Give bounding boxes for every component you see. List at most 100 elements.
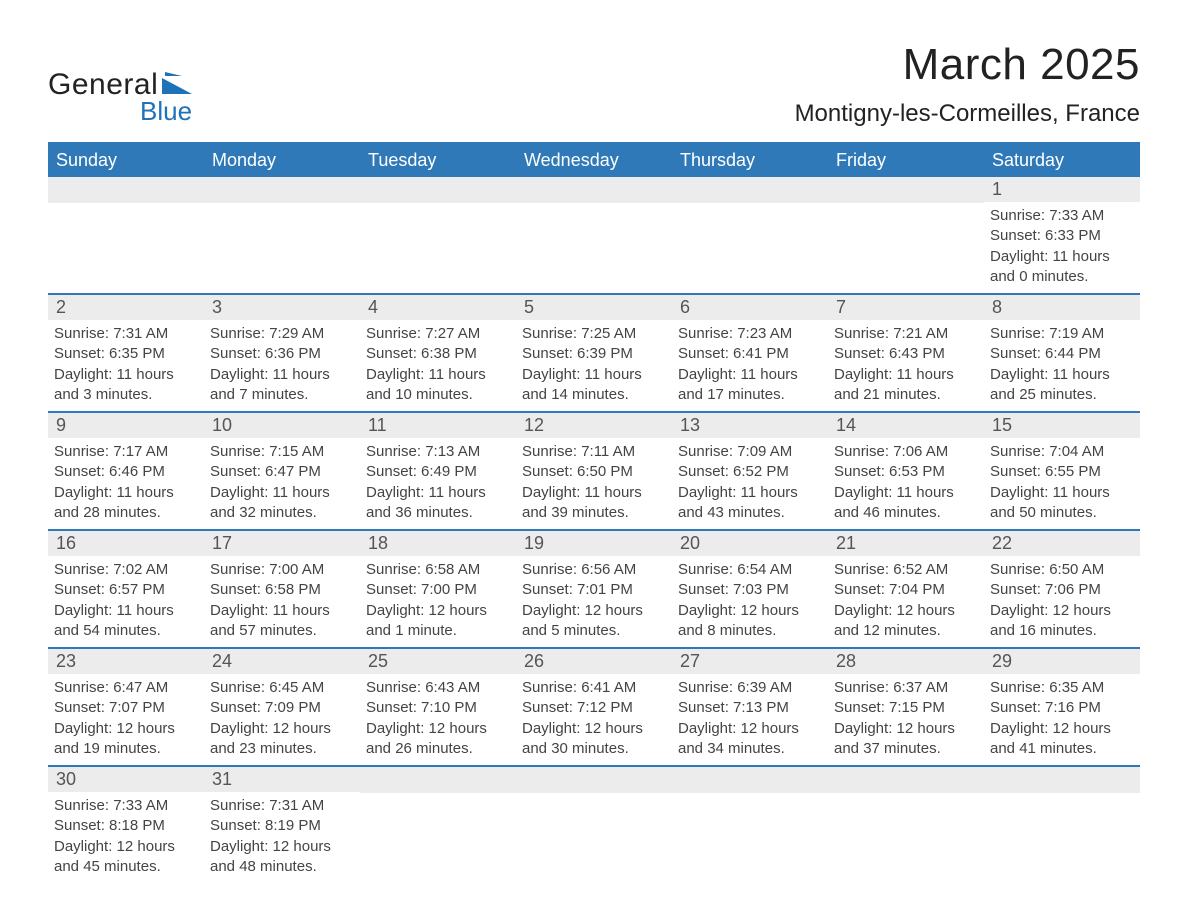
day-cell: 3Sunrise: 7:29 AMSunset: 6:36 PMDaylight… xyxy=(204,295,360,411)
daylight-text: Daylight: 11 hours xyxy=(54,601,198,621)
day-details: Sunrise: 6:37 AMSunset: 7:15 PMDaylight:… xyxy=(828,674,984,765)
day-cell: 7Sunrise: 7:21 AMSunset: 6:43 PMDaylight… xyxy=(828,295,984,411)
day-details: Sunrise: 6:56 AMSunset: 7:01 PMDaylight:… xyxy=(516,556,672,647)
daylight-text: Daylight: 12 hours xyxy=(834,719,978,739)
day-cell: 24Sunrise: 6:45 AMSunset: 7:09 PMDayligh… xyxy=(204,649,360,765)
daylight-text: Daylight: 11 hours xyxy=(678,365,822,385)
daylight-text: and 30 minutes. xyxy=(522,739,666,759)
day-number: 30 xyxy=(48,767,204,792)
title-block: March 2025 Montigny-les-Cormeilles, Fran… xyxy=(795,40,1140,128)
sunrise-text: Sunrise: 7:21 AM xyxy=(834,324,978,344)
sunset-text: Sunset: 6:41 PM xyxy=(678,344,822,364)
daylight-text: and 26 minutes. xyxy=(366,739,510,759)
daylight-text: and 5 minutes. xyxy=(522,621,666,641)
day-details: Sunrise: 7:09 AMSunset: 6:52 PMDaylight:… xyxy=(672,438,828,529)
logo-text-blue: Blue xyxy=(140,96,192,127)
day-details: Sunrise: 7:33 AMSunset: 8:18 PMDaylight:… xyxy=(48,792,204,883)
day-number: 7 xyxy=(828,295,984,320)
sunrise-text: Sunrise: 7:17 AM xyxy=(54,442,198,462)
day-number-empty xyxy=(828,177,984,203)
day-details: Sunrise: 6:35 AMSunset: 7:16 PMDaylight:… xyxy=(984,674,1140,765)
day-details: Sunrise: 7:25 AMSunset: 6:39 PMDaylight:… xyxy=(516,320,672,411)
sunset-text: Sunset: 8:18 PM xyxy=(54,816,198,836)
day-cell: 10Sunrise: 7:15 AMSunset: 6:47 PMDayligh… xyxy=(204,413,360,529)
sunrise-text: Sunrise: 7:13 AM xyxy=(366,442,510,462)
day-cell: 13Sunrise: 7:09 AMSunset: 6:52 PMDayligh… xyxy=(672,413,828,529)
sunrise-text: Sunrise: 6:45 AM xyxy=(210,678,354,698)
sunrise-text: Sunrise: 7:33 AM xyxy=(54,796,198,816)
day-details: Sunrise: 7:27 AMSunset: 6:38 PMDaylight:… xyxy=(360,320,516,411)
daylight-text: Daylight: 11 hours xyxy=(366,365,510,385)
daylight-text: and 41 minutes. xyxy=(990,739,1134,759)
day-number-empty xyxy=(204,177,360,203)
sunset-text: Sunset: 7:12 PM xyxy=(522,698,666,718)
sunset-text: Sunset: 6:58 PM xyxy=(210,580,354,600)
day-number: 2 xyxy=(48,295,204,320)
sunrise-text: Sunrise: 7:19 AM xyxy=(990,324,1134,344)
day-details: Sunrise: 7:21 AMSunset: 6:43 PMDaylight:… xyxy=(828,320,984,411)
sunrise-text: Sunrise: 6:43 AM xyxy=(366,678,510,698)
sunrise-text: Sunrise: 6:54 AM xyxy=(678,560,822,580)
sunset-text: Sunset: 6:38 PM xyxy=(366,344,510,364)
daylight-text: Daylight: 11 hours xyxy=(366,483,510,503)
day-number: 19 xyxy=(516,531,672,556)
logo: General Blue xyxy=(48,40,196,127)
sunrise-text: Sunrise: 6:39 AM xyxy=(678,678,822,698)
daylight-text: Daylight: 11 hours xyxy=(678,483,822,503)
weekday-header: Friday xyxy=(828,144,984,177)
day-number: 28 xyxy=(828,649,984,674)
day-number: 8 xyxy=(984,295,1140,320)
sunrise-text: Sunrise: 6:56 AM xyxy=(522,560,666,580)
sunrise-text: Sunrise: 7:02 AM xyxy=(54,560,198,580)
day-details: Sunrise: 7:04 AMSunset: 6:55 PMDaylight:… xyxy=(984,438,1140,529)
daylight-text: Daylight: 11 hours xyxy=(834,365,978,385)
sunrise-text: Sunrise: 6:37 AM xyxy=(834,678,978,698)
daylight-text: Daylight: 12 hours xyxy=(210,837,354,857)
day-details: Sunrise: 6:47 AMSunset: 7:07 PMDaylight:… xyxy=(48,674,204,765)
day-number-empty xyxy=(984,767,1140,793)
sunrise-text: Sunrise: 7:31 AM xyxy=(210,796,354,816)
weekday-header: Saturday xyxy=(984,144,1140,177)
sunset-text: Sunset: 6:50 PM xyxy=(522,462,666,482)
day-cell: 4Sunrise: 7:27 AMSunset: 6:38 PMDaylight… xyxy=(360,295,516,411)
day-number: 25 xyxy=(360,649,516,674)
sunset-text: Sunset: 6:49 PM xyxy=(366,462,510,482)
sunrise-text: Sunrise: 6:52 AM xyxy=(834,560,978,580)
day-number: 26 xyxy=(516,649,672,674)
day-cell: 14Sunrise: 7:06 AMSunset: 6:53 PMDayligh… xyxy=(828,413,984,529)
daylight-text: Daylight: 12 hours xyxy=(522,719,666,739)
day-number-empty xyxy=(516,767,672,793)
day-number: 5 xyxy=(516,295,672,320)
daylight-text: and 43 minutes. xyxy=(678,503,822,523)
day-number: 18 xyxy=(360,531,516,556)
day-cell: 16Sunrise: 7:02 AMSunset: 6:57 PMDayligh… xyxy=(48,531,204,647)
day-number: 10 xyxy=(204,413,360,438)
daylight-text: and 36 minutes. xyxy=(366,503,510,523)
daylight-text: and 48 minutes. xyxy=(210,857,354,877)
day-cell: 1Sunrise: 7:33 AMSunset: 6:33 PMDaylight… xyxy=(984,177,1140,293)
sunset-text: Sunset: 7:03 PM xyxy=(678,580,822,600)
day-number: 11 xyxy=(360,413,516,438)
weekday-header: Wednesday xyxy=(516,144,672,177)
day-number-empty xyxy=(672,767,828,793)
daylight-text: Daylight: 12 hours xyxy=(678,601,822,621)
day-cell xyxy=(828,767,984,883)
week-row: 2Sunrise: 7:31 AMSunset: 6:35 PMDaylight… xyxy=(48,293,1140,411)
daylight-text: Daylight: 11 hours xyxy=(54,365,198,385)
day-cell: 31Sunrise: 7:31 AMSunset: 8:19 PMDayligh… xyxy=(204,767,360,883)
day-cell: 30Sunrise: 7:33 AMSunset: 8:18 PMDayligh… xyxy=(48,767,204,883)
day-details: Sunrise: 7:06 AMSunset: 6:53 PMDaylight:… xyxy=(828,438,984,529)
sunset-text: Sunset: 6:55 PM xyxy=(990,462,1134,482)
sunrise-text: Sunrise: 6:41 AM xyxy=(522,678,666,698)
day-cell: 19Sunrise: 6:56 AMSunset: 7:01 PMDayligh… xyxy=(516,531,672,647)
day-number-empty xyxy=(828,767,984,793)
day-cell: 6Sunrise: 7:23 AMSunset: 6:41 PMDaylight… xyxy=(672,295,828,411)
day-number: 13 xyxy=(672,413,828,438)
weekday-header: Thursday xyxy=(672,144,828,177)
day-cell: 8Sunrise: 7:19 AMSunset: 6:44 PMDaylight… xyxy=(984,295,1140,411)
day-details: Sunrise: 7:13 AMSunset: 6:49 PMDaylight:… xyxy=(360,438,516,529)
daylight-text: and 28 minutes. xyxy=(54,503,198,523)
day-details: Sunrise: 6:58 AMSunset: 7:00 PMDaylight:… xyxy=(360,556,516,647)
sunrise-text: Sunrise: 6:35 AM xyxy=(990,678,1134,698)
daylight-text: Daylight: 11 hours xyxy=(210,601,354,621)
